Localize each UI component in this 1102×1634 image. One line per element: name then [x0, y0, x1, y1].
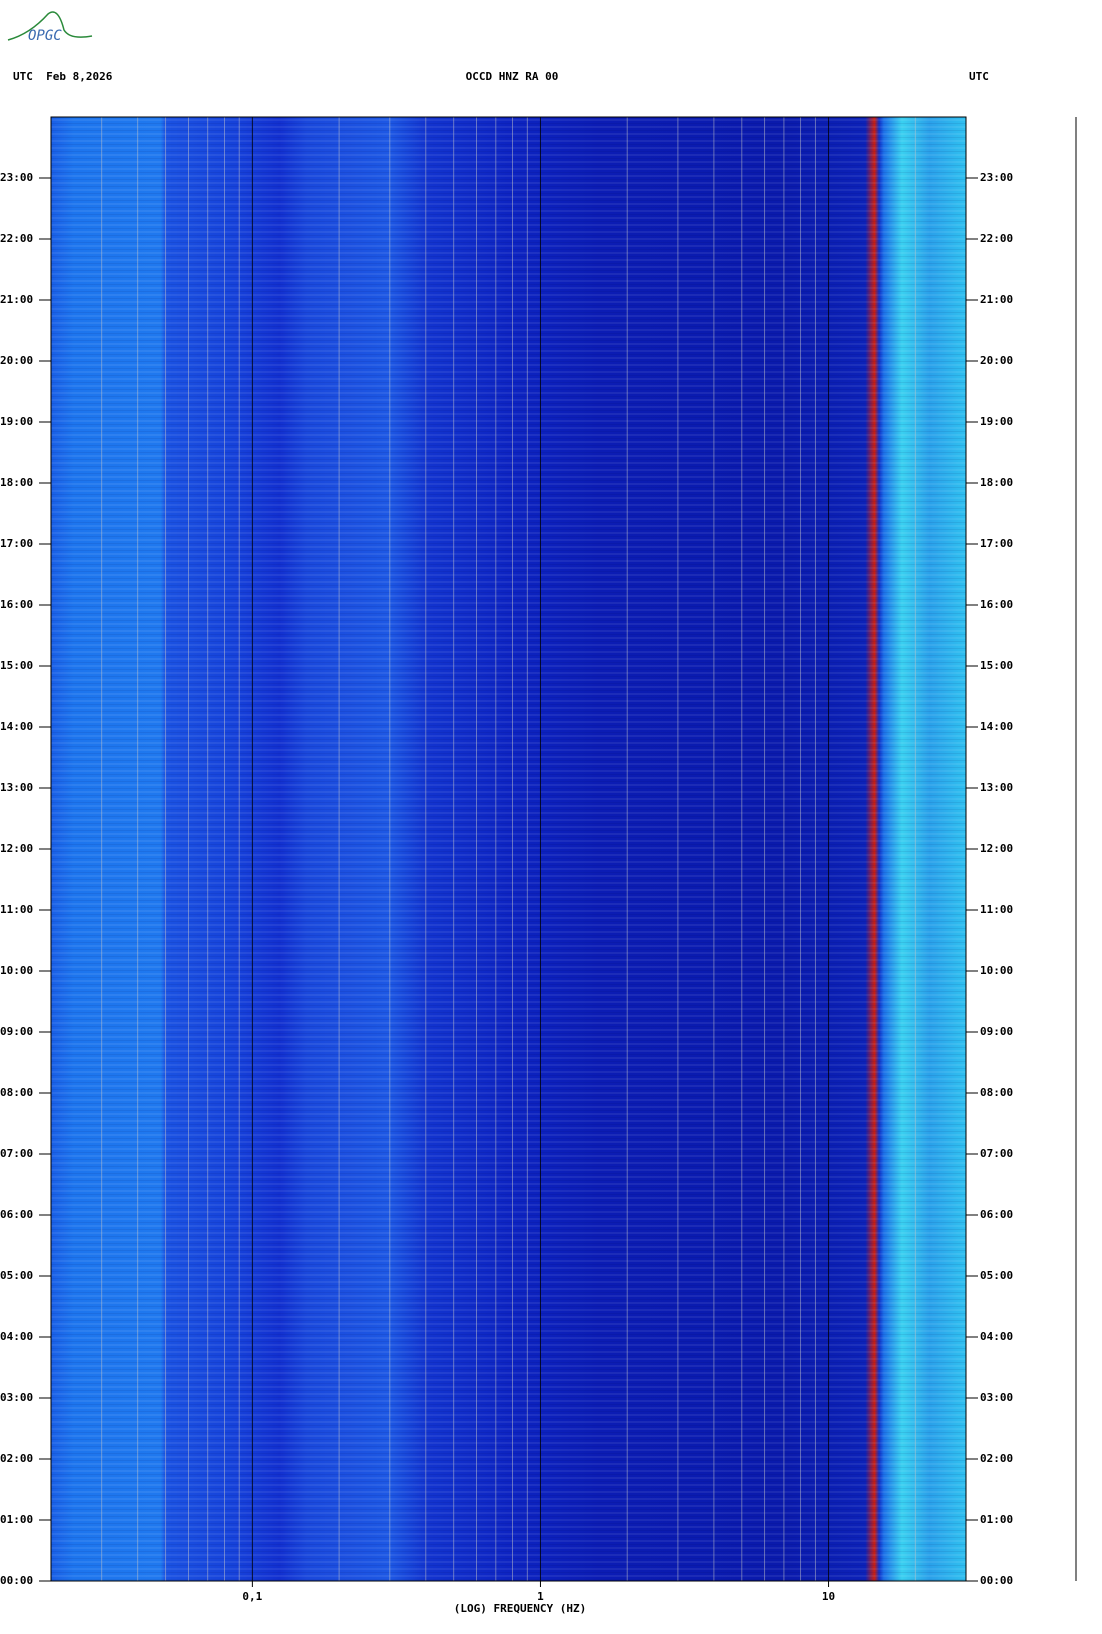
x-tick-label: 10	[822, 1590, 835, 1603]
left-header: UTC Feb 8,2026	[13, 70, 113, 83]
y-tick-label: 00:00	[980, 1574, 1013, 1587]
y-tick-label: 17:00	[0, 537, 33, 550]
y-tick-label: 03:00	[0, 1391, 33, 1404]
y-tick-label: 18:00	[0, 476, 33, 489]
x-tick-label: 1	[537, 1590, 544, 1603]
x-axis-label: (LOG) FREQUENCY (HZ)	[454, 1602, 586, 1615]
y-tick-label: 13:00	[980, 781, 1013, 794]
y-tick-label: 01:00	[0, 1513, 33, 1526]
x-tick-label: 0,1	[242, 1590, 262, 1603]
y-tick-label: 10:00	[980, 964, 1013, 977]
y-tick-label: 20:00	[980, 354, 1013, 367]
y-tick-label: 07:00	[0, 1147, 33, 1160]
y-tick-label: 14:00	[0, 720, 33, 733]
y-tick-label: 08:00	[980, 1086, 1013, 1099]
y-tick-label: 05:00	[0, 1269, 33, 1282]
y-tick-label: 04:00	[0, 1330, 33, 1343]
y-tick-label: 21:00	[0, 293, 33, 306]
y-tick-label: 10:00	[0, 964, 33, 977]
y-tick-label: 07:00	[980, 1147, 1013, 1160]
y-tick-label: 02:00	[980, 1452, 1013, 1465]
y-tick-label: 15:00	[0, 659, 33, 672]
y-tick-label: 17:00	[980, 537, 1013, 550]
spectrogram-texture	[51, 117, 966, 1581]
y-tick-label: 06:00	[0, 1208, 33, 1221]
y-tick-label: 03:00	[980, 1391, 1013, 1404]
y-tick-label: 19:00	[980, 415, 1013, 428]
y-tick-label: 12:00	[0, 842, 33, 855]
y-tick-label: 22:00	[980, 232, 1013, 245]
y-tick-label: 21:00	[980, 293, 1013, 306]
y-tick-label: 02:00	[0, 1452, 33, 1465]
y-tick-label: 19:00	[0, 415, 33, 428]
y-tick-label: 16:00	[0, 598, 33, 611]
y-tick-label: 04:00	[980, 1330, 1013, 1343]
y-tick-label: 05:00	[980, 1269, 1013, 1282]
y-tick-label: 15:00	[980, 659, 1013, 672]
chart-title: OCCD HNZ RA 00	[466, 70, 559, 83]
y-tick-label: 08:00	[0, 1086, 33, 1099]
y-tick-label: 13:00	[0, 781, 33, 794]
y-tick-label: 20:00	[0, 354, 33, 367]
y-tick-label: 23:00	[980, 171, 1013, 184]
y-tick-label: 16:00	[980, 598, 1013, 611]
y-tick-label: 14:00	[980, 720, 1013, 733]
y-tick-label: 09:00	[0, 1025, 33, 1038]
y-tick-label: 11:00	[0, 903, 33, 916]
y-tick-label: 23:00	[0, 171, 33, 184]
y-tick-label: 12:00	[980, 842, 1013, 855]
y-tick-label: 18:00	[980, 476, 1013, 489]
logo-text: OPGC	[28, 28, 62, 44]
y-tick-label: 22:00	[0, 232, 33, 245]
right-header: UTC	[969, 70, 989, 83]
y-tick-label: 09:00	[980, 1025, 1013, 1038]
y-tick-label: 06:00	[980, 1208, 1013, 1221]
logo: OPGC	[7, 11, 93, 44]
y-tick-label: 00:00	[0, 1574, 33, 1587]
y-tick-label: 11:00	[980, 903, 1013, 916]
y-tick-label: 01:00	[980, 1513, 1013, 1526]
